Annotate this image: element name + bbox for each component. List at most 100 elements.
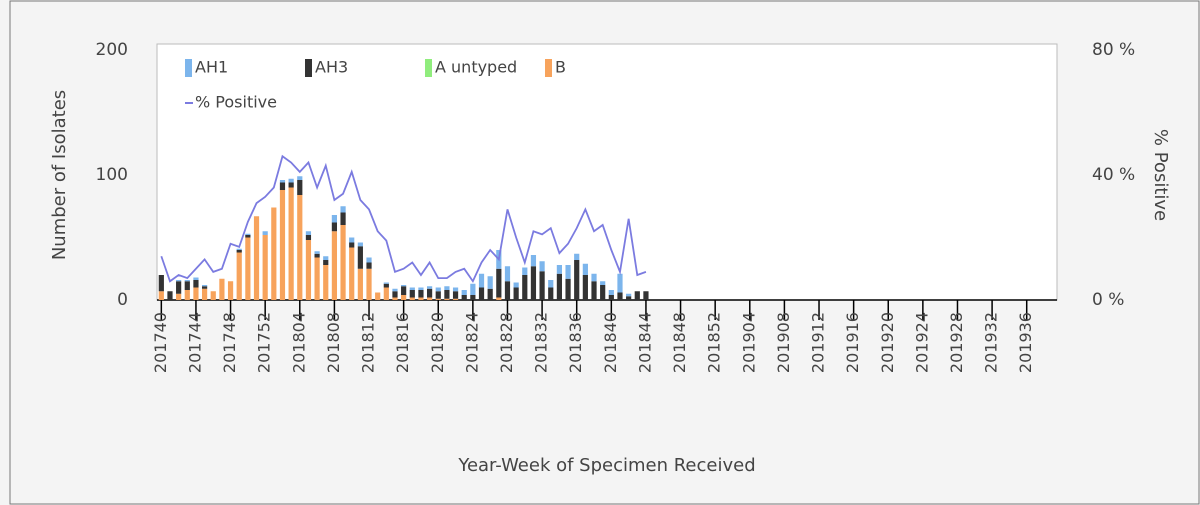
x-tick-label: 201740 [151, 312, 170, 373]
x-tick-label: 201912 [809, 312, 828, 373]
bar-segment [383, 287, 389, 300]
x-tick-label: 201824 [462, 312, 481, 373]
x-tick-label: 201908 [774, 312, 793, 373]
bar-segment [452, 291, 459, 299]
x-tick-label: 201848 [670, 312, 689, 373]
bar-segment [504, 281, 511, 300]
x-tick-label: 201924 [912, 312, 931, 373]
y-tick-label: 0 [117, 290, 128, 310]
x-tick-label: 201744 [185, 312, 204, 373]
bar-segment [314, 257, 320, 300]
bar-segment [392, 291, 398, 298]
bar-segment [401, 285, 407, 287]
bar-segment [340, 212, 346, 225]
bar-segment [608, 295, 614, 300]
bar-segment [504, 266, 511, 282]
bar-segment [634, 291, 640, 300]
bar-segment [271, 207, 277, 300]
x-tick-label: 201844 [635, 312, 654, 373]
bar-segment [435, 291, 441, 299]
x-tick-label: 201820 [428, 312, 447, 373]
bar-segment [401, 286, 407, 295]
bar-segment [487, 288, 493, 300]
bar-segment [574, 253, 580, 260]
bar-segment [184, 290, 190, 300]
bar-segment [600, 285, 606, 300]
bar-segment [366, 257, 372, 263]
bar-segment [305, 240, 312, 300]
x-tick-label: 201852 [705, 312, 724, 373]
bar-segment [357, 242, 363, 247]
bar-segment [236, 248, 242, 250]
bar-segment [643, 291, 649, 300]
line-series [160, 154, 647, 284]
bar-segment [556, 273, 563, 300]
bar-segment [530, 255, 537, 267]
legend-swatch [185, 59, 192, 77]
x-tick-label: 201808 [324, 312, 343, 373]
bar-segment [452, 298, 459, 300]
bar-segment [487, 276, 493, 289]
x-tick-label: 201920 [878, 312, 897, 373]
bar-segment [548, 287, 554, 300]
bar-segment [556, 265, 563, 274]
bar-segment [331, 231, 338, 300]
y-tick-label: 100 [96, 165, 128, 185]
x-tick-label: 201936 [1016, 312, 1035, 373]
y2-tick-label: 40 % [1092, 165, 1135, 185]
bar-segment [401, 295, 407, 300]
bar-segment [418, 297, 424, 300]
bar-segment [461, 290, 467, 295]
bar-segment [496, 297, 502, 300]
bar-segment [444, 286, 450, 290]
bar-segment [478, 273, 485, 288]
bar-segment [574, 260, 580, 300]
bar-segment [340, 206, 346, 213]
bar-segment [600, 281, 606, 285]
legend-label: B [555, 58, 566, 77]
bar-segment [522, 275, 528, 300]
bar-segment [331, 215, 338, 223]
bar-segment [288, 187, 294, 300]
legend-label: A untyped [435, 58, 517, 77]
x-tick-label: 201832 [532, 312, 551, 373]
bar-segment [262, 231, 268, 235]
bar-segment [513, 287, 519, 300]
bar-segment [193, 280, 199, 288]
bar-segment [323, 265, 329, 300]
legend-swatch [305, 59, 312, 77]
bar-segment [513, 282, 519, 288]
legend-swatch [545, 59, 552, 77]
legend-label: AH3 [315, 58, 348, 77]
bar-segment [426, 286, 433, 289]
bar-segment [452, 287, 459, 292]
bar-segment [366, 262, 372, 269]
bar-segment [245, 233, 251, 235]
bar-segment [253, 216, 260, 300]
bar-segment [193, 287, 199, 300]
bar-segment [349, 247, 355, 300]
bar-segment [349, 237, 355, 243]
bar-segment [461, 295, 467, 300]
bar-segment [236, 250, 242, 253]
bar-segment [409, 287, 415, 290]
bar-segment [158, 291, 164, 300]
bar-segment [392, 297, 398, 300]
bar-segment [548, 280, 554, 288]
bar-segment [591, 281, 597, 300]
x-tick-label: 201752 [255, 312, 274, 373]
bar-segment [444, 298, 450, 300]
bar-segment [245, 235, 251, 238]
bar-segment [210, 291, 216, 300]
bar-segment [236, 252, 242, 300]
bar-segment [297, 195, 303, 300]
bar-segment [470, 295, 476, 300]
bar-segment [366, 268, 372, 300]
bar-segment [392, 288, 398, 292]
bar-segment [426, 297, 433, 300]
bar-segment [565, 265, 571, 279]
bar-segment [193, 277, 199, 280]
bar-segment [323, 260, 329, 265]
bar-segment [375, 292, 381, 300]
